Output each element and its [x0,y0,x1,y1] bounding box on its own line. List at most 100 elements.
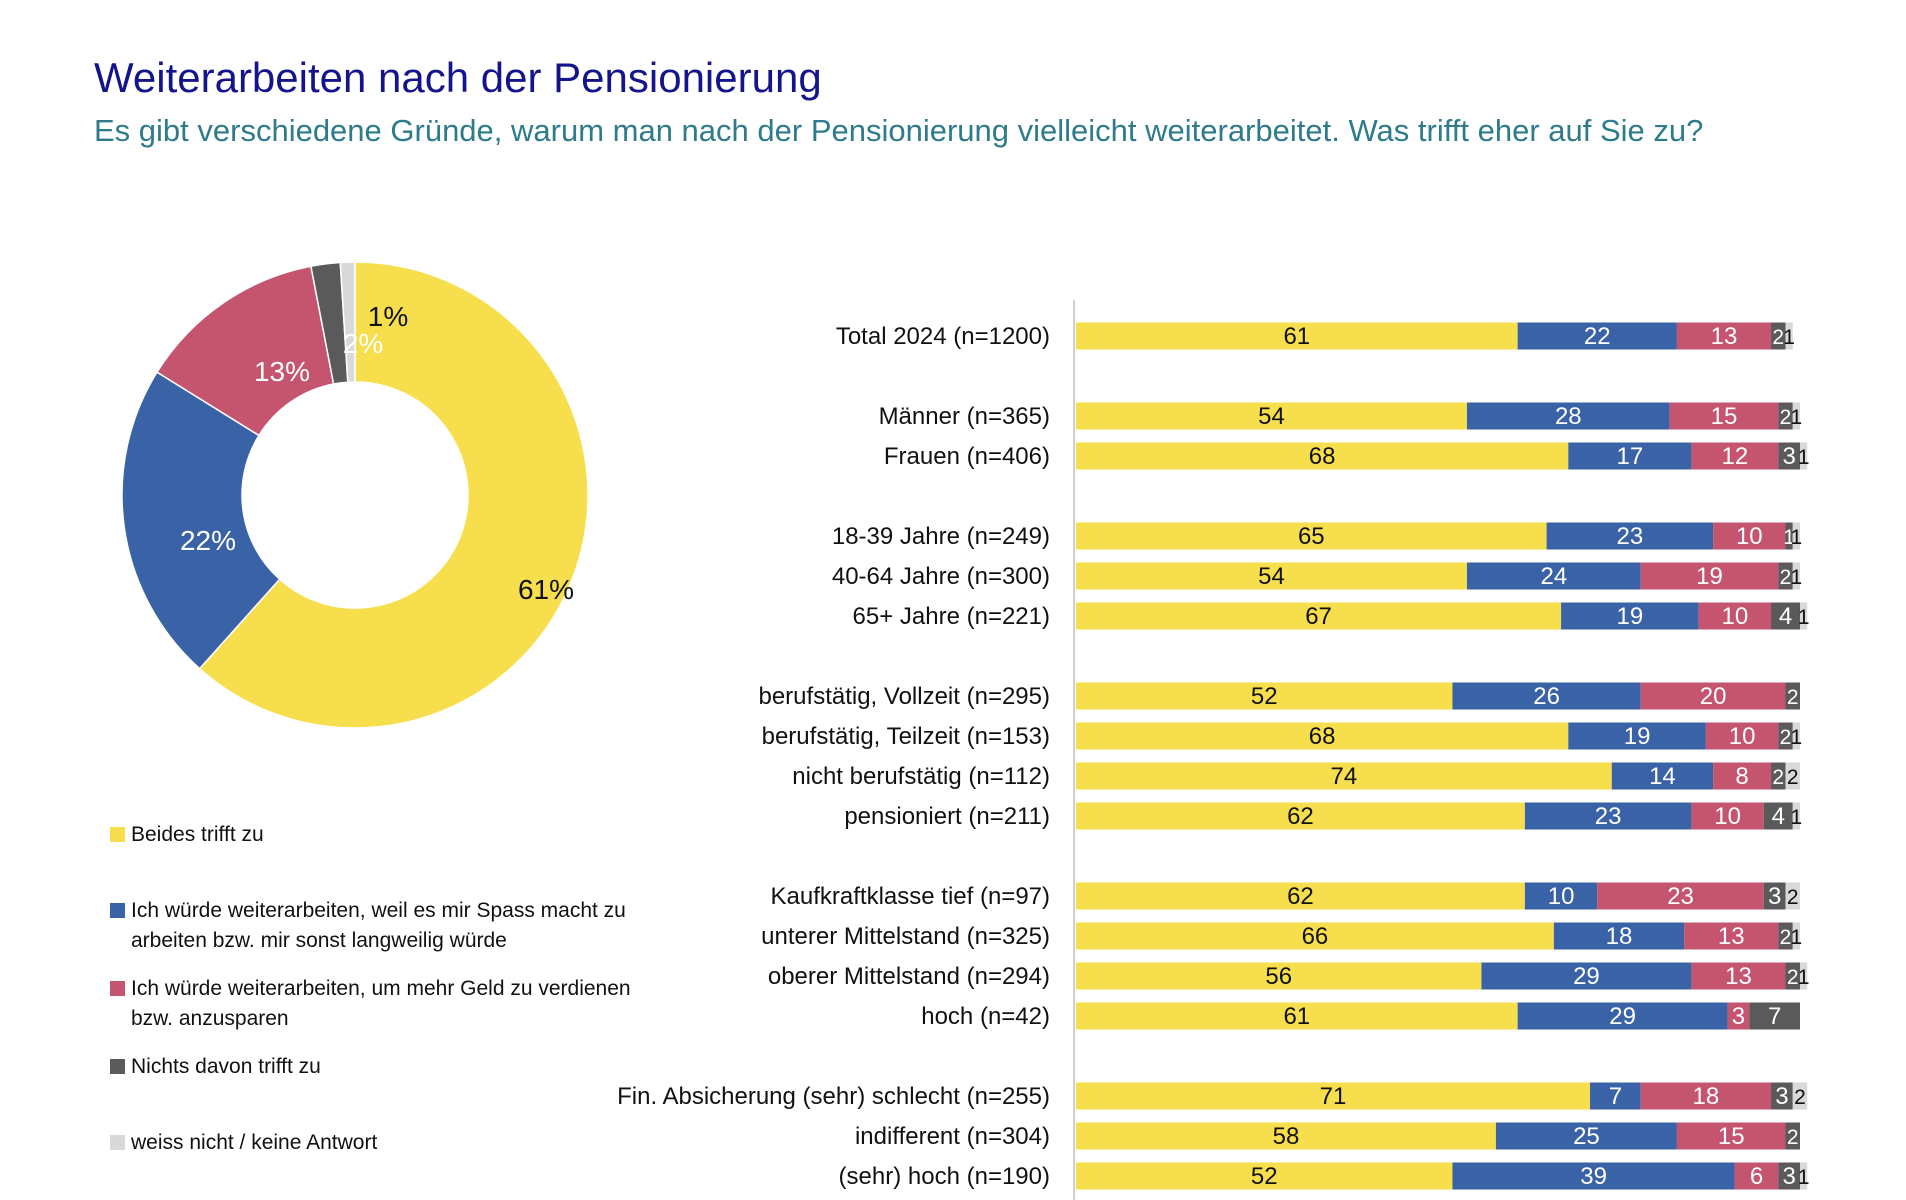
bar-value-label-hoch-n-42-s1: 29 [1609,1003,1636,1030]
bar-segment-fin-absicherung-sehr-schlecht-n-255-s0 [1076,1082,1591,1110]
bar-segment-berufstaetig-teilzeit-n-153-s2 [1705,722,1779,750]
bar-category-label-total-2024-n-1200: Total 2024 (n=1200) [836,323,1050,350]
bar-value-label-nicht-berufstaetig-n-112-s2: 8 [1735,763,1748,790]
bar-segment-frauen-n-406-s1 [1568,442,1692,470]
bar-segment-fin-absicherung-sehr-schlecht-n-255-s1 [1590,1082,1641,1110]
bar-value-label-berufstaetig-teilzeit-n-153-s3: 2 [1780,726,1792,749]
bar-segment-hoch-n-42-s3 [1749,1002,1800,1030]
legend-label-nichts: Nichts davon trifft zu [131,1055,321,1078]
bar-segment-total-2024-n-1200-s0 [1076,322,1518,350]
bar-value-label-indifferent-n-304-s0: 58 [1273,1123,1300,1150]
bar-category-label-frauen-n-406: Frauen (n=406) [884,443,1050,470]
bar-segment-hoch-n-42-s2 [1727,1002,1750,1030]
bar-value-label-18-39-jahre-n-249-s2: 10 [1736,523,1763,550]
bar-value-label-40-64-jahre-n-300-s2: 19 [1696,563,1723,590]
bar-value-label-berufstaetig-vollzeit-n-295-s1: 26 [1533,683,1560,710]
bar-segment-maenner-n-365-s4 [1792,402,1800,430]
bar-value-label-18-39-jahre-n-249-s1: 23 [1617,523,1644,550]
bar-category-label-40-64-jahre-n-300: 40-64 Jahre (n=300) [832,563,1050,590]
bar-value-label-berufstaetig-vollzeit-n-295-s2: 20 [1700,683,1727,710]
bar-value-label-pensioniert-n-211-s3: 4 [1772,803,1785,830]
bar-value-label-sehr-hoch-n-190-s3: 3 [1782,1163,1795,1190]
bar-value-label-pensioniert-n-211-s4: 1 [1791,806,1803,829]
bar-segment-65-jahre-n-221-s3 [1771,602,1800,630]
legend-swatch-nichts [110,1059,125,1074]
bar-segment-hoch-n-42-s1 [1517,1002,1728,1030]
bar-value-label-frauen-n-406-s2: 12 [1721,443,1748,470]
bar-value-label-sehr-hoch-n-190-s0: 52 [1251,1163,1278,1190]
bar-category-label-indifferent-n-304: indifferent (n=304) [855,1123,1050,1150]
bar-value-label-kaufkraftklasse-tief-n-97-s2: 23 [1667,883,1694,910]
bar-segment-frauen-n-406-s0 [1076,442,1569,470]
bar-value-label-sehr-hoch-n-190-s4: 1 [1798,1166,1810,1189]
legend-swatch-weiss [110,1135,125,1150]
bar-value-label-18-39-jahre-n-249-s4: 1 [1791,526,1803,549]
bar-value-label-oberer-mittelstand-n-294-s2: 13 [1725,963,1752,990]
bar-segment-65-jahre-n-221-s4 [1800,602,1808,630]
bar-category-label-65-jahre-n-221: 65+ Jahre (n=221) [853,603,1050,630]
legend-swatch-beides [110,827,125,842]
bar-segment-18-39-jahre-n-249-s2 [1713,522,1786,550]
bar-segment-indifferent-n-304-s3 [1785,1122,1800,1150]
bar-segment-frauen-n-406-s3 [1778,442,1800,470]
bar-segment-unterer-mittelstand-n-325-s3 [1778,922,1793,950]
donut-label-2: 13% [254,356,310,387]
bar-segment-frauen-n-406-s4 [1800,442,1808,470]
donut-label-0: 61% [518,574,574,605]
donut-slice-ich-wuerde-weiterarbeite [155,265,335,437]
bar-value-label-frauen-n-406-s1: 17 [1617,443,1644,470]
bar-segment-indifferent-n-304-s2 [1676,1122,1786,1150]
bar-value-label-pensioniert-n-211-s2: 10 [1714,803,1741,830]
legend-swatch-geld [110,981,125,996]
bar-segment-sehr-hoch-n-190-s2 [1734,1162,1779,1190]
bar-segment-total-2024-n-1200-s3 [1771,322,1786,350]
bar-segment-unterer-mittelstand-n-325-s4 [1792,922,1800,950]
bar-value-label-maenner-n-365-s0: 54 [1258,403,1285,430]
bar-segment-65-jahre-n-221-s0 [1076,602,1562,630]
bar-value-label-total-2024-n-1200-s4: 1 [1783,326,1795,349]
bar-segment-oberer-mittelstand-n-294-s1 [1481,962,1692,990]
bar-category-label-maenner-n-365: Männer (n=365) [879,403,1050,430]
bar-segment-berufstaetig-teilzeit-n-153-s4 [1792,722,1800,750]
bar-value-label-total-2024-n-1200-s1: 22 [1584,323,1611,350]
bar-value-label-fin-absicherung-sehr-schlecht-n-255-s0: 71 [1320,1083,1347,1110]
bar-value-label-65-jahre-n-221-s4: 1 [1798,606,1810,629]
bar-value-label-oberer-mittelstand-n-294-s4: 1 [1798,966,1810,989]
bar-segment-maenner-n-365-s2 [1669,402,1779,430]
bar-segment-pensioniert-n-211-s2 [1691,802,1764,830]
bar-value-label-berufstaetig-teilzeit-n-153-s1: 19 [1624,723,1651,750]
bar-value-label-40-64-jahre-n-300-s0: 54 [1258,563,1285,590]
bar-value-label-indifferent-n-304-s3: 2 [1787,1126,1799,1149]
bar-value-label-nicht-berufstaetig-n-112-s1: 14 [1649,763,1676,790]
bar-segment-hoch-n-42-s0 [1076,1002,1518,1030]
bar-value-label-frauen-n-406-s0: 68 [1309,443,1336,470]
bar-category-label-oberer-mittelstand-n-294: oberer Mittelstand (n=294) [768,963,1050,990]
bar-value-label-berufstaetig-vollzeit-n-295-s3: 2 [1787,686,1799,709]
bar-value-label-oberer-mittelstand-n-294-s3: 2 [1787,966,1799,989]
bar-segment-kaufkraftklasse-tief-n-97-s4 [1785,882,1800,910]
bar-value-label-unterer-mittelstand-n-325-s0: 66 [1302,923,1329,950]
bar-category-label-18-39-jahre-n-249: 18-39 Jahre (n=249) [832,523,1050,550]
bar-segment-sehr-hoch-n-190-s4 [1800,1162,1808,1190]
bar-segment-65-jahre-n-221-s1 [1561,602,1699,630]
bar-value-label-berufstaetig-teilzeit-n-153-s4: 1 [1791,726,1803,749]
bar-segment-nicht-berufstaetig-n-112-s4 [1785,762,1800,790]
bar-segment-40-64-jahre-n-300-s4 [1792,562,1800,590]
bar-value-label-hoch-n-42-s2: 3 [1732,1003,1745,1030]
bar-value-label-indifferent-n-304-s2: 15 [1718,1123,1745,1150]
bar-segment-unterer-mittelstand-n-325-s2 [1684,922,1779,950]
bar-value-label-65-jahre-n-221-s1: 19 [1617,603,1644,630]
bar-segment-indifferent-n-304-s1 [1495,1122,1677,1150]
page-subtitle: Es gibt verschiedene Gründe, warum man n… [94,113,1704,148]
bar-value-label-40-64-jahre-n-300-s4: 1 [1791,566,1803,589]
bar-value-label-40-64-jahre-n-300-s3: 2 [1780,566,1792,589]
bar-value-label-unterer-mittelstand-n-325-s3: 2 [1780,926,1792,949]
bar-segment-40-64-jahre-n-300-s3 [1778,562,1793,590]
bar-value-label-indifferent-n-304-s1: 25 [1573,1123,1600,1150]
bar-segment-nicht-berufstaetig-n-112-s0 [1076,762,1612,790]
bar-segment-kaufkraftklasse-tief-n-97-s3 [1763,882,1786,910]
bar-segment-65-jahre-n-221-s2 [1698,602,1772,630]
bar-segment-sehr-hoch-n-190-s1 [1452,1162,1735,1190]
bar-value-label-pensioniert-n-211-s0: 62 [1287,803,1314,830]
